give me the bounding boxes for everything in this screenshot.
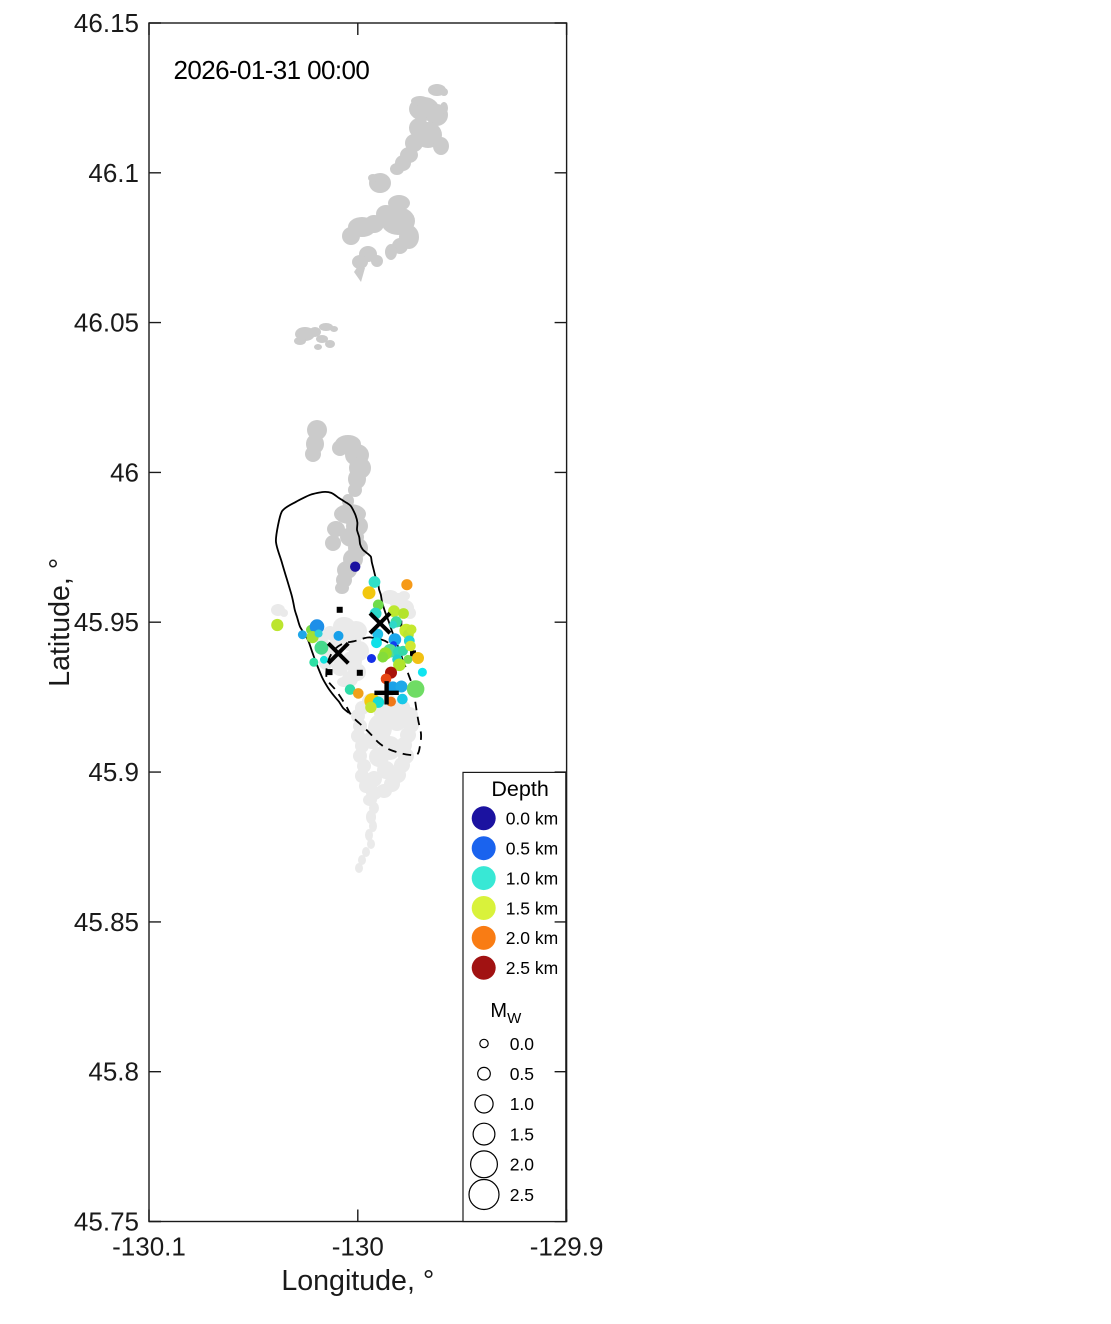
svg-text:46: 46 xyxy=(110,457,139,487)
svg-text:0.0 km: 0.0 km xyxy=(506,809,559,829)
svg-text:0.5 km: 0.5 km xyxy=(506,839,559,859)
svg-text:-130: -130 xyxy=(332,1232,384,1262)
svg-text:2026-01-31 00:00: 2026-01-31 00:00 xyxy=(174,55,370,85)
svg-text:1.5: 1.5 xyxy=(510,1124,534,1144)
svg-text:Longitude, °: Longitude, ° xyxy=(281,1265,434,1297)
svg-text:45.85: 45.85 xyxy=(74,907,139,937)
svg-text:2.5 km: 2.5 km xyxy=(506,958,559,978)
svg-text:45.95: 45.95 xyxy=(74,607,139,637)
svg-text:45.9: 45.9 xyxy=(88,757,139,787)
svg-text:0.5: 0.5 xyxy=(510,1064,534,1084)
svg-text:-129.9: -129.9 xyxy=(530,1232,604,1262)
svg-text:1.5 km: 1.5 km xyxy=(506,898,559,918)
svg-text:1.0: 1.0 xyxy=(510,1094,535,1114)
svg-text:2.0 km: 2.0 km xyxy=(506,928,559,948)
svg-text:45.8: 45.8 xyxy=(88,1057,139,1087)
svg-text:2.5: 2.5 xyxy=(510,1185,534,1205)
svg-text:-130.1: -130.1 xyxy=(112,1232,186,1262)
svg-text:46.05: 46.05 xyxy=(74,308,139,338)
svg-text:45.75: 45.75 xyxy=(74,1207,139,1237)
svg-text:46.1: 46.1 xyxy=(88,158,139,188)
svg-text:0.0: 0.0 xyxy=(510,1034,535,1054)
svg-text:Latitude, °: Latitude, ° xyxy=(44,558,76,687)
svg-text:2.0: 2.0 xyxy=(510,1155,535,1175)
svg-text:Depth: Depth xyxy=(491,777,548,801)
svg-text:1.0 km: 1.0 km xyxy=(506,868,559,888)
svg-text:46.15: 46.15 xyxy=(74,8,139,38)
